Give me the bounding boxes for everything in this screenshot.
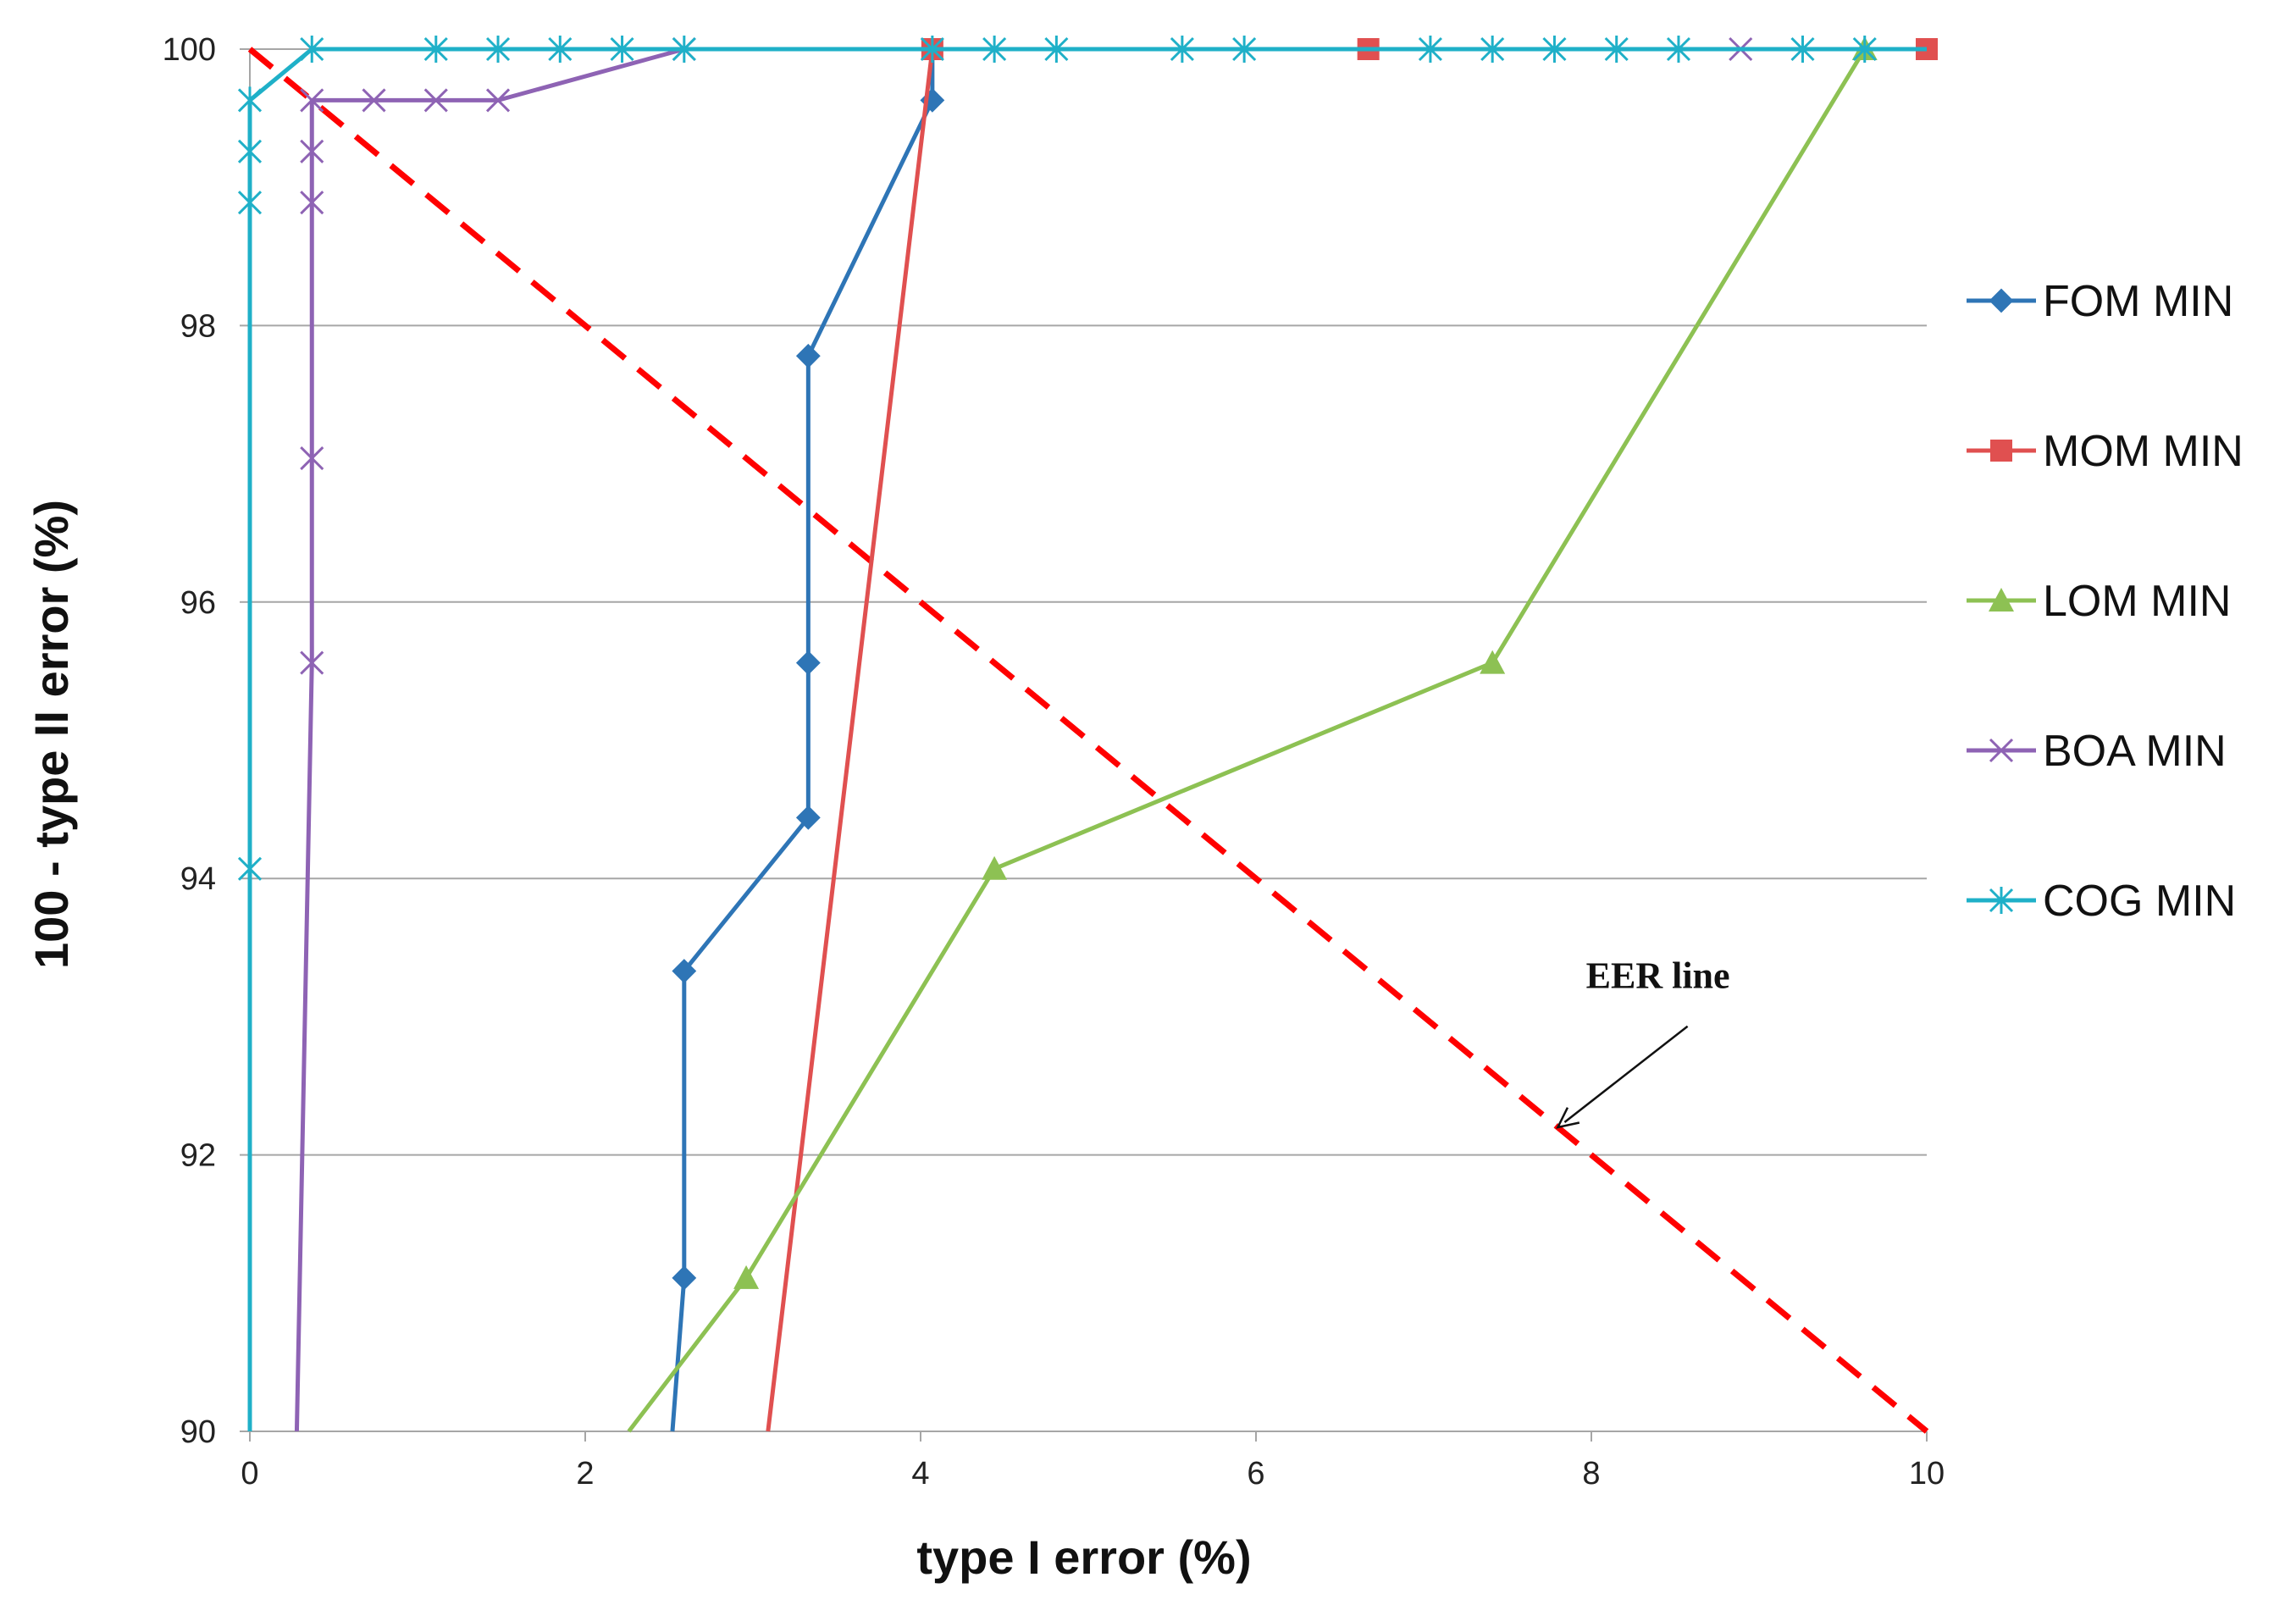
legend-item: COG MIN: [1967, 877, 2236, 926]
data-point: [1666, 36, 1691, 63]
annotation-arrow-line: [1563, 1025, 1689, 1123]
data-point: [795, 343, 821, 368]
data-point: [672, 36, 696, 63]
data-point: [1542, 36, 1567, 63]
y-tick-label: 94: [180, 861, 216, 897]
legend-marker: [1989, 738, 2014, 763]
data-point: [423, 36, 448, 63]
x-tick-label: 2: [576, 1456, 594, 1491]
legend-marker: [1989, 288, 2014, 313]
eer-reference-layer: [247, 47, 1929, 1434]
series-cog-min: [237, 36, 1927, 1431]
data-point: [610, 36, 634, 63]
eer-line-label: EER line: [1586, 955, 1730, 997]
x-tick-label: 10: [1909, 1456, 1945, 1491]
data-point: [795, 805, 821, 830]
series-line: [766, 47, 1927, 1432]
data-point: [1418, 36, 1442, 63]
data-point: [548, 36, 573, 63]
data-point: [733, 1265, 760, 1289]
data-point: [1604, 36, 1629, 63]
data-point: [1170, 36, 1194, 63]
legend-item: BOA MIN: [1967, 727, 2227, 776]
x-tick-label: 4: [911, 1456, 929, 1491]
legend-label: MOM MIN: [2043, 427, 2243, 476]
x-tick-label: 8: [1582, 1456, 1600, 1491]
eer-reference-line: [247, 47, 1929, 1434]
series-mom-min: [766, 38, 1938, 1432]
legend-item: LOM MIN: [1967, 577, 2231, 626]
data-point: [795, 650, 821, 676]
data-point: [237, 86, 263, 114]
data-point: [237, 189, 263, 217]
data-point: [485, 88, 511, 113]
legend-marker: [1989, 588, 2014, 612]
data-point: [300, 446, 324, 471]
legend-item: FOM MIN: [1967, 277, 2233, 326]
data-point: [1480, 36, 1505, 63]
data-point: [982, 36, 1007, 63]
series-lom-min: [627, 36, 1878, 1433]
data-point: [485, 36, 511, 63]
data-point: [982, 855, 1008, 880]
y-tick-label: 92: [180, 1138, 216, 1174]
legend: FOM MIN MOM MIN LOM MIN BOA MIN COG MIN: [1967, 277, 2243, 926]
data-point: [920, 36, 944, 63]
x-tick-label: 6: [1247, 1456, 1264, 1491]
y-tick-label: 96: [180, 585, 216, 621]
data-point: [1790, 36, 1815, 63]
data-point: [423, 88, 448, 113]
legend-label: LOM MIN: [2043, 577, 2231, 626]
annotation-arrow-head: [1556, 1107, 1580, 1129]
series-line: [294, 47, 1741, 1432]
annotation-layer: EER line: [1556, 955, 1730, 1129]
y-tick-label: 100: [163, 32, 216, 68]
legend-marker: [1990, 440, 2012, 462]
legend-item: MOM MIN: [1967, 427, 2243, 476]
legend-marker: [1989, 887, 2014, 914]
series-boa-min: [294, 36, 1753, 1432]
x-tick-label: 0: [241, 1456, 258, 1491]
data-point: [237, 137, 263, 165]
data-point: [300, 191, 324, 215]
data-point: [1232, 36, 1257, 63]
legend-label: BOA MIN: [2043, 727, 2227, 776]
y-tick-label: 90: [180, 1414, 216, 1450]
series-layer: [237, 36, 1938, 1433]
data-point: [237, 855, 263, 883]
x-axis-title: type I error (%): [916, 1530, 1251, 1584]
series-line: [670, 49, 935, 1432]
y-tick-label: 98: [180, 308, 216, 344]
y-axis-title: 100 - type II error (%): [25, 500, 78, 969]
series-fom-min: [670, 49, 945, 1432]
data-point: [300, 650, 324, 675]
data-point: [672, 959, 697, 983]
axes: 90 92 94 96 98 100 0 2 4 6 8 10: [163, 32, 1945, 1491]
data-point: [362, 88, 386, 113]
data-point: [1852, 36, 1877, 63]
data-point: [1044, 36, 1069, 63]
data-point: [300, 139, 324, 163]
data-point: [300, 36, 324, 63]
legend-label: FOM MIN: [2043, 277, 2233, 326]
data-point: [300, 88, 324, 113]
data-point: [1480, 650, 1506, 674]
legend-label: COG MIN: [2043, 877, 2236, 926]
data-point: [672, 1265, 697, 1291]
